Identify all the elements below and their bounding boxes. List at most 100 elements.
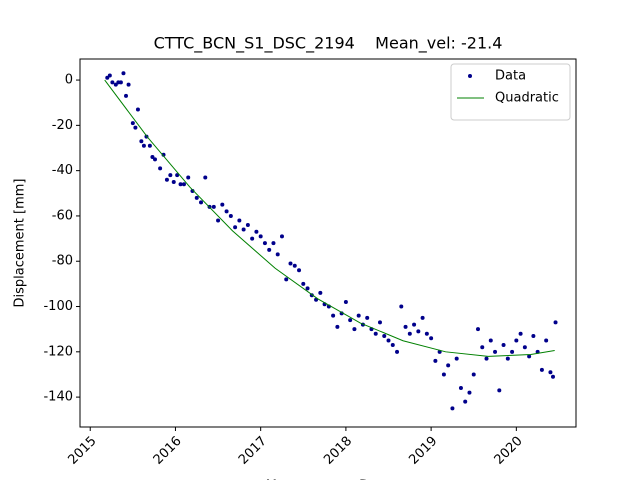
data-point [522, 345, 527, 350]
data-point [386, 338, 391, 343]
data-point [279, 234, 284, 239]
data-point [493, 349, 498, 354]
data-point [497, 388, 502, 393]
data-point [158, 166, 163, 171]
data-point [510, 349, 515, 354]
fit-line [104, 79, 555, 357]
data-point [399, 304, 404, 309]
data-point [267, 247, 272, 252]
y-tick-label: -120 [43, 344, 73, 359]
data-point [420, 315, 425, 320]
data-point [463, 399, 468, 404]
chart-title: CTTC_BCN_S1_DSC_2194 Mean_vel: -21.4 [154, 34, 503, 54]
data-point [199, 200, 204, 205]
data-point [433, 358, 438, 363]
data-point [139, 139, 144, 144]
data-point [284, 277, 289, 282]
data-point [424, 331, 429, 336]
data-point [121, 71, 126, 76]
data-point [484, 356, 489, 361]
data-point [412, 322, 417, 327]
data-point [553, 320, 558, 325]
data-point [250, 236, 255, 241]
data-point [441, 372, 446, 377]
data-point [390, 343, 395, 348]
data-point [220, 202, 225, 207]
data-point [450, 406, 455, 411]
data-point [271, 241, 276, 246]
data-point [216, 218, 221, 223]
data-point [348, 318, 353, 323]
data-point [352, 327, 357, 332]
data-point [171, 179, 176, 184]
data-point [488, 338, 493, 343]
data-point [458, 386, 463, 391]
data-point [113, 82, 118, 87]
data-point [105, 75, 110, 80]
legend-box [450, 63, 571, 121]
y-tick-label: -100 [43, 299, 73, 314]
legend-label: Quadratic [495, 91, 559, 106]
data-point [501, 343, 506, 348]
data-point [429, 336, 434, 341]
data-point [233, 225, 238, 230]
legend: Data Quadratic [450, 63, 571, 121]
data-point [467, 390, 472, 395]
data-point [301, 281, 306, 286]
data-point [416, 329, 421, 334]
data-point [544, 338, 549, 343]
data-point [228, 213, 233, 218]
data-point [377, 320, 382, 325]
data-point [514, 338, 519, 343]
data-point [318, 290, 323, 295]
data-point [446, 363, 451, 368]
data-point [531, 333, 536, 338]
y-tick-label: -40 [52, 163, 73, 178]
data-point [539, 367, 544, 372]
data-point [258, 234, 263, 239]
y-tick-label: 0 [65, 73, 73, 88]
data-point [254, 229, 259, 234]
data-point [190, 189, 195, 194]
data-point [518, 331, 523, 336]
data-point [178, 182, 183, 187]
data-point [331, 313, 336, 318]
data-point [194, 195, 199, 200]
data-point [186, 175, 191, 180]
data-point [168, 173, 173, 178]
data-point [275, 252, 280, 257]
data-point [110, 80, 115, 85]
y-tick-label: -20 [52, 118, 73, 133]
data-point [403, 324, 408, 329]
data-point [150, 155, 155, 160]
data-point [471, 372, 476, 377]
data-point [292, 263, 297, 268]
data-point [365, 315, 370, 320]
y-tick-label: -80 [52, 254, 73, 269]
data-point [107, 73, 112, 78]
data-point [527, 354, 532, 359]
x-axis-label: Measurement Date [266, 479, 390, 480]
data-point [550, 374, 555, 379]
y-axis-label: Displacement [mm] [13, 179, 28, 308]
data-point [407, 331, 412, 336]
data-point [288, 261, 293, 266]
data-point [395, 349, 400, 354]
data-point [382, 333, 387, 338]
data-point [133, 125, 138, 130]
data-point [335, 324, 340, 329]
plot-area [104, 71, 558, 411]
data-point [181, 182, 186, 187]
data-point [124, 93, 129, 98]
y-tick-label: -60 [52, 208, 73, 223]
data-point [475, 327, 480, 332]
data-point [118, 80, 123, 85]
data-point [245, 222, 250, 227]
legend-label: Data [495, 69, 526, 84]
data-point [241, 227, 246, 232]
data-point [237, 218, 242, 223]
data-point [203, 175, 208, 180]
data-point [126, 82, 131, 87]
